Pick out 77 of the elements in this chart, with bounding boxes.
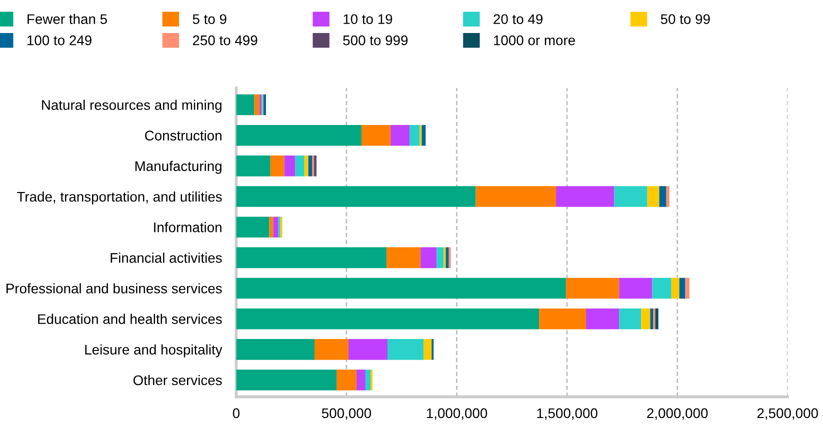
bar [641, 308, 650, 330]
legend-label: 100 to 249 [28, 35, 92, 46]
bar [586, 308, 620, 330]
y-tick-label: Financial activities [110, 252, 222, 263]
bar [273, 216, 278, 238]
legend-label: 20 to 49 [494, 14, 543, 24]
bar [390, 124, 410, 146]
bar [476, 186, 556, 207]
bar [566, 278, 620, 299]
bar [348, 339, 388, 360]
legend-label: 50 to 99 [660, 14, 710, 24]
bar [236, 94, 254, 116]
legend-label: 500 to 999 [343, 35, 408, 46]
bar [236, 339, 314, 360]
legend-label: 250 to 499 [192, 35, 258, 46]
x-tick-label: 500,000 [322, 408, 372, 420]
bar [236, 308, 540, 330]
legend-label: Fewer than 5 [28, 14, 107, 24]
x-tick-label: 0 [232, 408, 240, 418]
bar [365, 370, 371, 390]
x-tick-label: 1,000,000 [426, 408, 488, 420]
bar [424, 339, 432, 360]
bar [650, 308, 654, 330]
bar [236, 247, 387, 268]
bar [304, 156, 308, 176]
bar [556, 186, 614, 207]
bar [236, 216, 270, 238]
legend-label: 1000 or more [494, 35, 575, 46]
bar [386, 247, 421, 268]
bar [420, 247, 437, 268]
legend-label: 10 to 19 [344, 14, 392, 24]
y-tick-label: Professional and business services [6, 283, 222, 294]
bar [671, 278, 680, 299]
bar [436, 247, 444, 268]
bar [679, 278, 686, 299]
bar [356, 370, 366, 390]
x-tick-label: 1,500,000 [537, 408, 598, 420]
x-tick-label: 2,000,000 [647, 408, 708, 420]
bar [269, 216, 274, 238]
bar [254, 94, 260, 116]
y-tick-label: Manufacturing [135, 160, 222, 174]
bar [614, 186, 648, 207]
x-tick-label: 2,500,000 [757, 408, 818, 420]
bar [647, 186, 660, 207]
y-tick-label: Natural resources and mining [42, 100, 222, 113]
bar [314, 339, 348, 360]
bar [270, 156, 284, 176]
y-tick-label: Construction [145, 130, 222, 141]
bar [236, 278, 566, 299]
y-tick-label: Leisure and hospitality [85, 344, 222, 358]
bar [388, 339, 424, 360]
bar [619, 308, 642, 330]
bar [236, 124, 362, 146]
bar [295, 156, 304, 176]
bar [284, 156, 296, 176]
bar [236, 370, 337, 390]
y-tick-label: Information [154, 222, 222, 232]
bar [539, 308, 586, 330]
y-tick-label: Education and health services [38, 314, 222, 324]
bar [652, 278, 672, 299]
bar [308, 156, 312, 176]
bar [619, 278, 652, 299]
bar [659, 186, 666, 207]
bar [666, 186, 670, 207]
bar [263, 94, 266, 116]
bar [446, 247, 449, 268]
y-tick-label: Trade, transportation, and utilities [17, 191, 222, 204]
bar [236, 186, 476, 207]
bar [336, 370, 356, 390]
bar [410, 124, 420, 146]
bar [361, 124, 391, 146]
legend-label: 5 to 9 [192, 14, 226, 24]
bar [422, 124, 426, 146]
y-tick-label: Other services [133, 374, 222, 386]
bar [655, 308, 658, 330]
bar [236, 156, 270, 176]
bar [685, 278, 690, 299]
